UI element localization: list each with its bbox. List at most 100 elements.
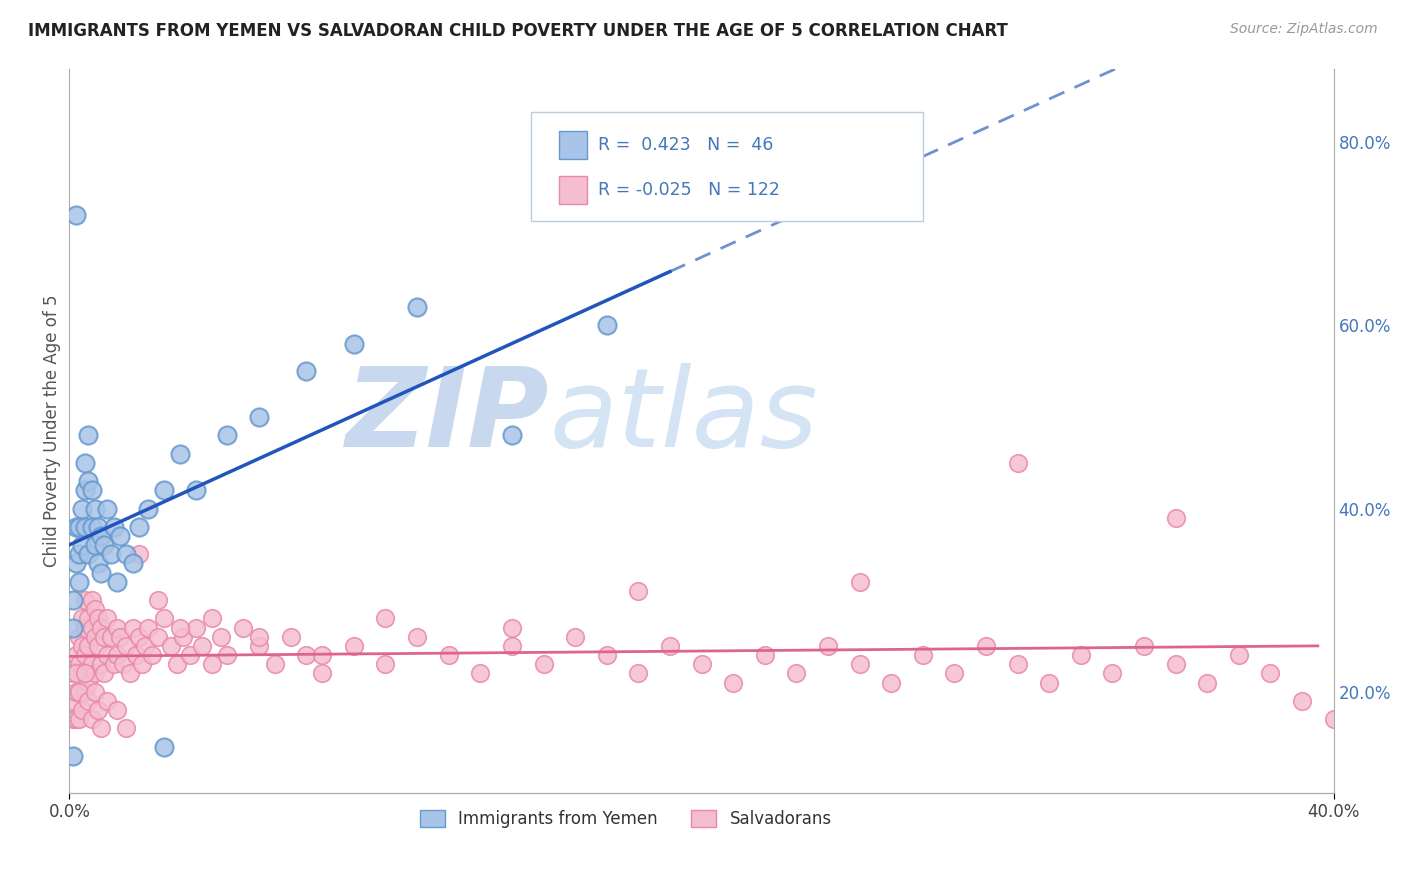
Point: [138, 501, 160, 516]
Point: [533, 657, 555, 672]
Point: [115, 547, 138, 561]
Point: [87, 703, 110, 717]
Point: [217, 648, 239, 662]
Point: [146, 593, 169, 607]
Point: [90, 529, 112, 543]
Point: [80, 657, 103, 672]
Point: [96, 611, 118, 625]
Point: [125, 648, 148, 662]
Point: [627, 584, 650, 599]
Point: [374, 611, 396, 625]
Point: [108, 529, 131, 543]
Point: [62, 749, 84, 764]
Point: [62, 593, 84, 607]
Point: [108, 630, 131, 644]
FancyBboxPatch shape: [531, 112, 922, 220]
Point: [974, 639, 997, 653]
Point: [311, 666, 333, 681]
Point: [217, 428, 239, 442]
Point: [67, 657, 90, 672]
Legend: Immigrants from Yemen, Salvadorans: Immigrants from Yemen, Salvadorans: [413, 804, 838, 835]
Point: [169, 621, 191, 635]
Point: [232, 621, 254, 635]
Point: [87, 639, 110, 653]
Point: [754, 648, 776, 662]
Point: [179, 648, 201, 662]
Point: [658, 639, 681, 653]
Point: [87, 557, 110, 571]
Point: [191, 639, 214, 653]
Point: [80, 483, 103, 498]
Point: [80, 621, 103, 635]
Point: [65, 557, 87, 571]
Point: [77, 547, 100, 561]
Point: [280, 630, 302, 644]
Point: [596, 648, 619, 662]
Point: [67, 574, 90, 589]
Point: [209, 630, 232, 644]
Point: [141, 648, 163, 662]
FancyBboxPatch shape: [558, 131, 586, 159]
Point: [62, 694, 84, 708]
Point: [80, 520, 103, 534]
Point: [627, 666, 650, 681]
Point: [295, 648, 318, 662]
Point: [67, 685, 90, 699]
Point: [911, 648, 934, 662]
Point: [93, 630, 115, 644]
Point: [1164, 510, 1187, 524]
Point: [1133, 639, 1156, 653]
Point: [75, 648, 97, 662]
Point: [501, 639, 523, 653]
Point: [848, 657, 870, 672]
Point: [105, 574, 128, 589]
Point: [943, 666, 966, 681]
Point: [1197, 675, 1219, 690]
Point: [62, 666, 84, 681]
Point: [65, 685, 87, 699]
Point: [77, 675, 100, 690]
Point: [75, 483, 97, 498]
Point: [87, 611, 110, 625]
Text: atlas: atlas: [550, 363, 818, 469]
Point: [311, 648, 333, 662]
Point: [77, 694, 100, 708]
Point: [343, 639, 366, 653]
Point: [166, 657, 188, 672]
Point: [83, 630, 105, 644]
Point: [1323, 712, 1346, 726]
Point: [70, 703, 93, 717]
Point: [128, 630, 150, 644]
Point: [128, 547, 150, 561]
Point: [96, 501, 118, 516]
Point: [501, 621, 523, 635]
Point: [96, 648, 118, 662]
Y-axis label: Child Poverty Under the Age of 5: Child Poverty Under the Age of 5: [44, 294, 60, 566]
Point: [75, 666, 97, 681]
Point: [65, 648, 87, 662]
Point: [184, 483, 207, 498]
Point: [83, 538, 105, 552]
Text: R =  0.423   N =  46: R = 0.423 N = 46: [598, 136, 773, 154]
Point: [596, 318, 619, 333]
Point: [172, 630, 194, 644]
Point: [96, 694, 118, 708]
Point: [75, 621, 97, 635]
Point: [93, 538, 115, 552]
Point: [295, 364, 318, 378]
Point: [159, 639, 181, 653]
Point: [65, 666, 87, 681]
Point: [153, 611, 176, 625]
Point: [406, 630, 429, 644]
Point: [1260, 666, 1282, 681]
Point: [80, 593, 103, 607]
Point: [128, 520, 150, 534]
Point: [70, 639, 93, 653]
Point: [501, 428, 523, 442]
Point: [118, 666, 141, 681]
Point: [470, 666, 492, 681]
Point: [103, 657, 125, 672]
Text: ZIP: ZIP: [346, 363, 550, 469]
Point: [1070, 648, 1092, 662]
Point: [112, 657, 135, 672]
